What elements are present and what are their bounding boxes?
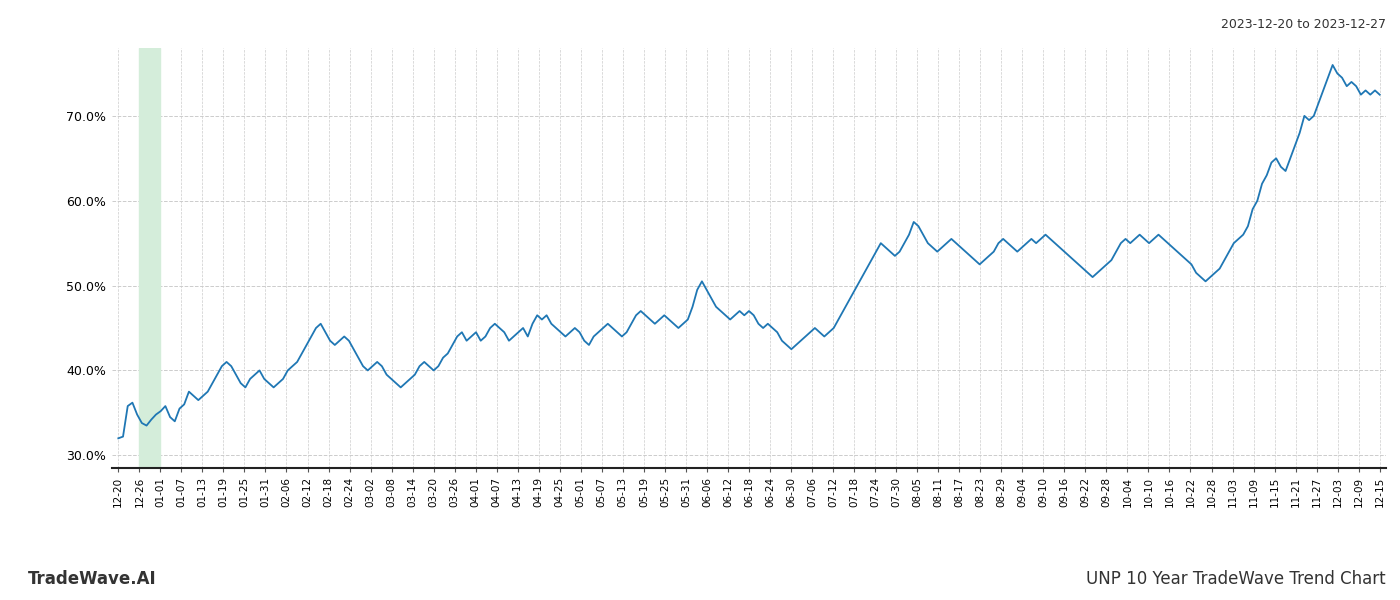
Text: TradeWave.AI: TradeWave.AI (28, 570, 157, 588)
Text: 2023-12-20 to 2023-12-27: 2023-12-20 to 2023-12-27 (1221, 18, 1386, 31)
Text: UNP 10 Year TradeWave Trend Chart: UNP 10 Year TradeWave Trend Chart (1086, 570, 1386, 588)
Bar (140, 48, 161, 468)
